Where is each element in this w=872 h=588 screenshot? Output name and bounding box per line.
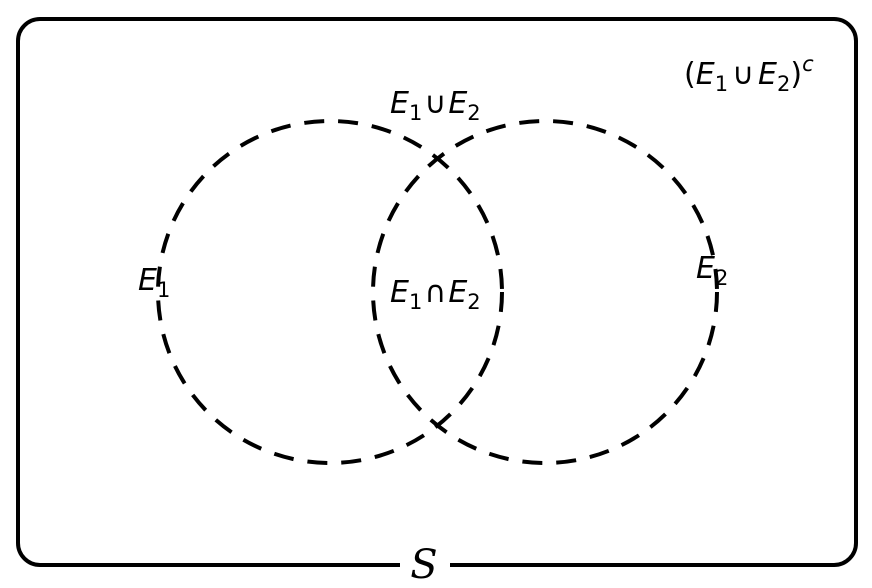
label-e1: E1 bbox=[138, 263, 170, 302]
label-union: E1∪E2 bbox=[390, 86, 481, 125]
sample-space-label-gap bbox=[400, 555, 450, 577]
label-intersection: E1∩E2 bbox=[390, 275, 481, 314]
label-e2: E2 bbox=[696, 251, 728, 290]
label-complement: (E1 ∪ E2)c bbox=[684, 52, 814, 96]
label-sample-space: S bbox=[410, 542, 437, 588]
circle-e1 bbox=[156, 119, 504, 465]
circle-e2 bbox=[371, 119, 719, 465]
